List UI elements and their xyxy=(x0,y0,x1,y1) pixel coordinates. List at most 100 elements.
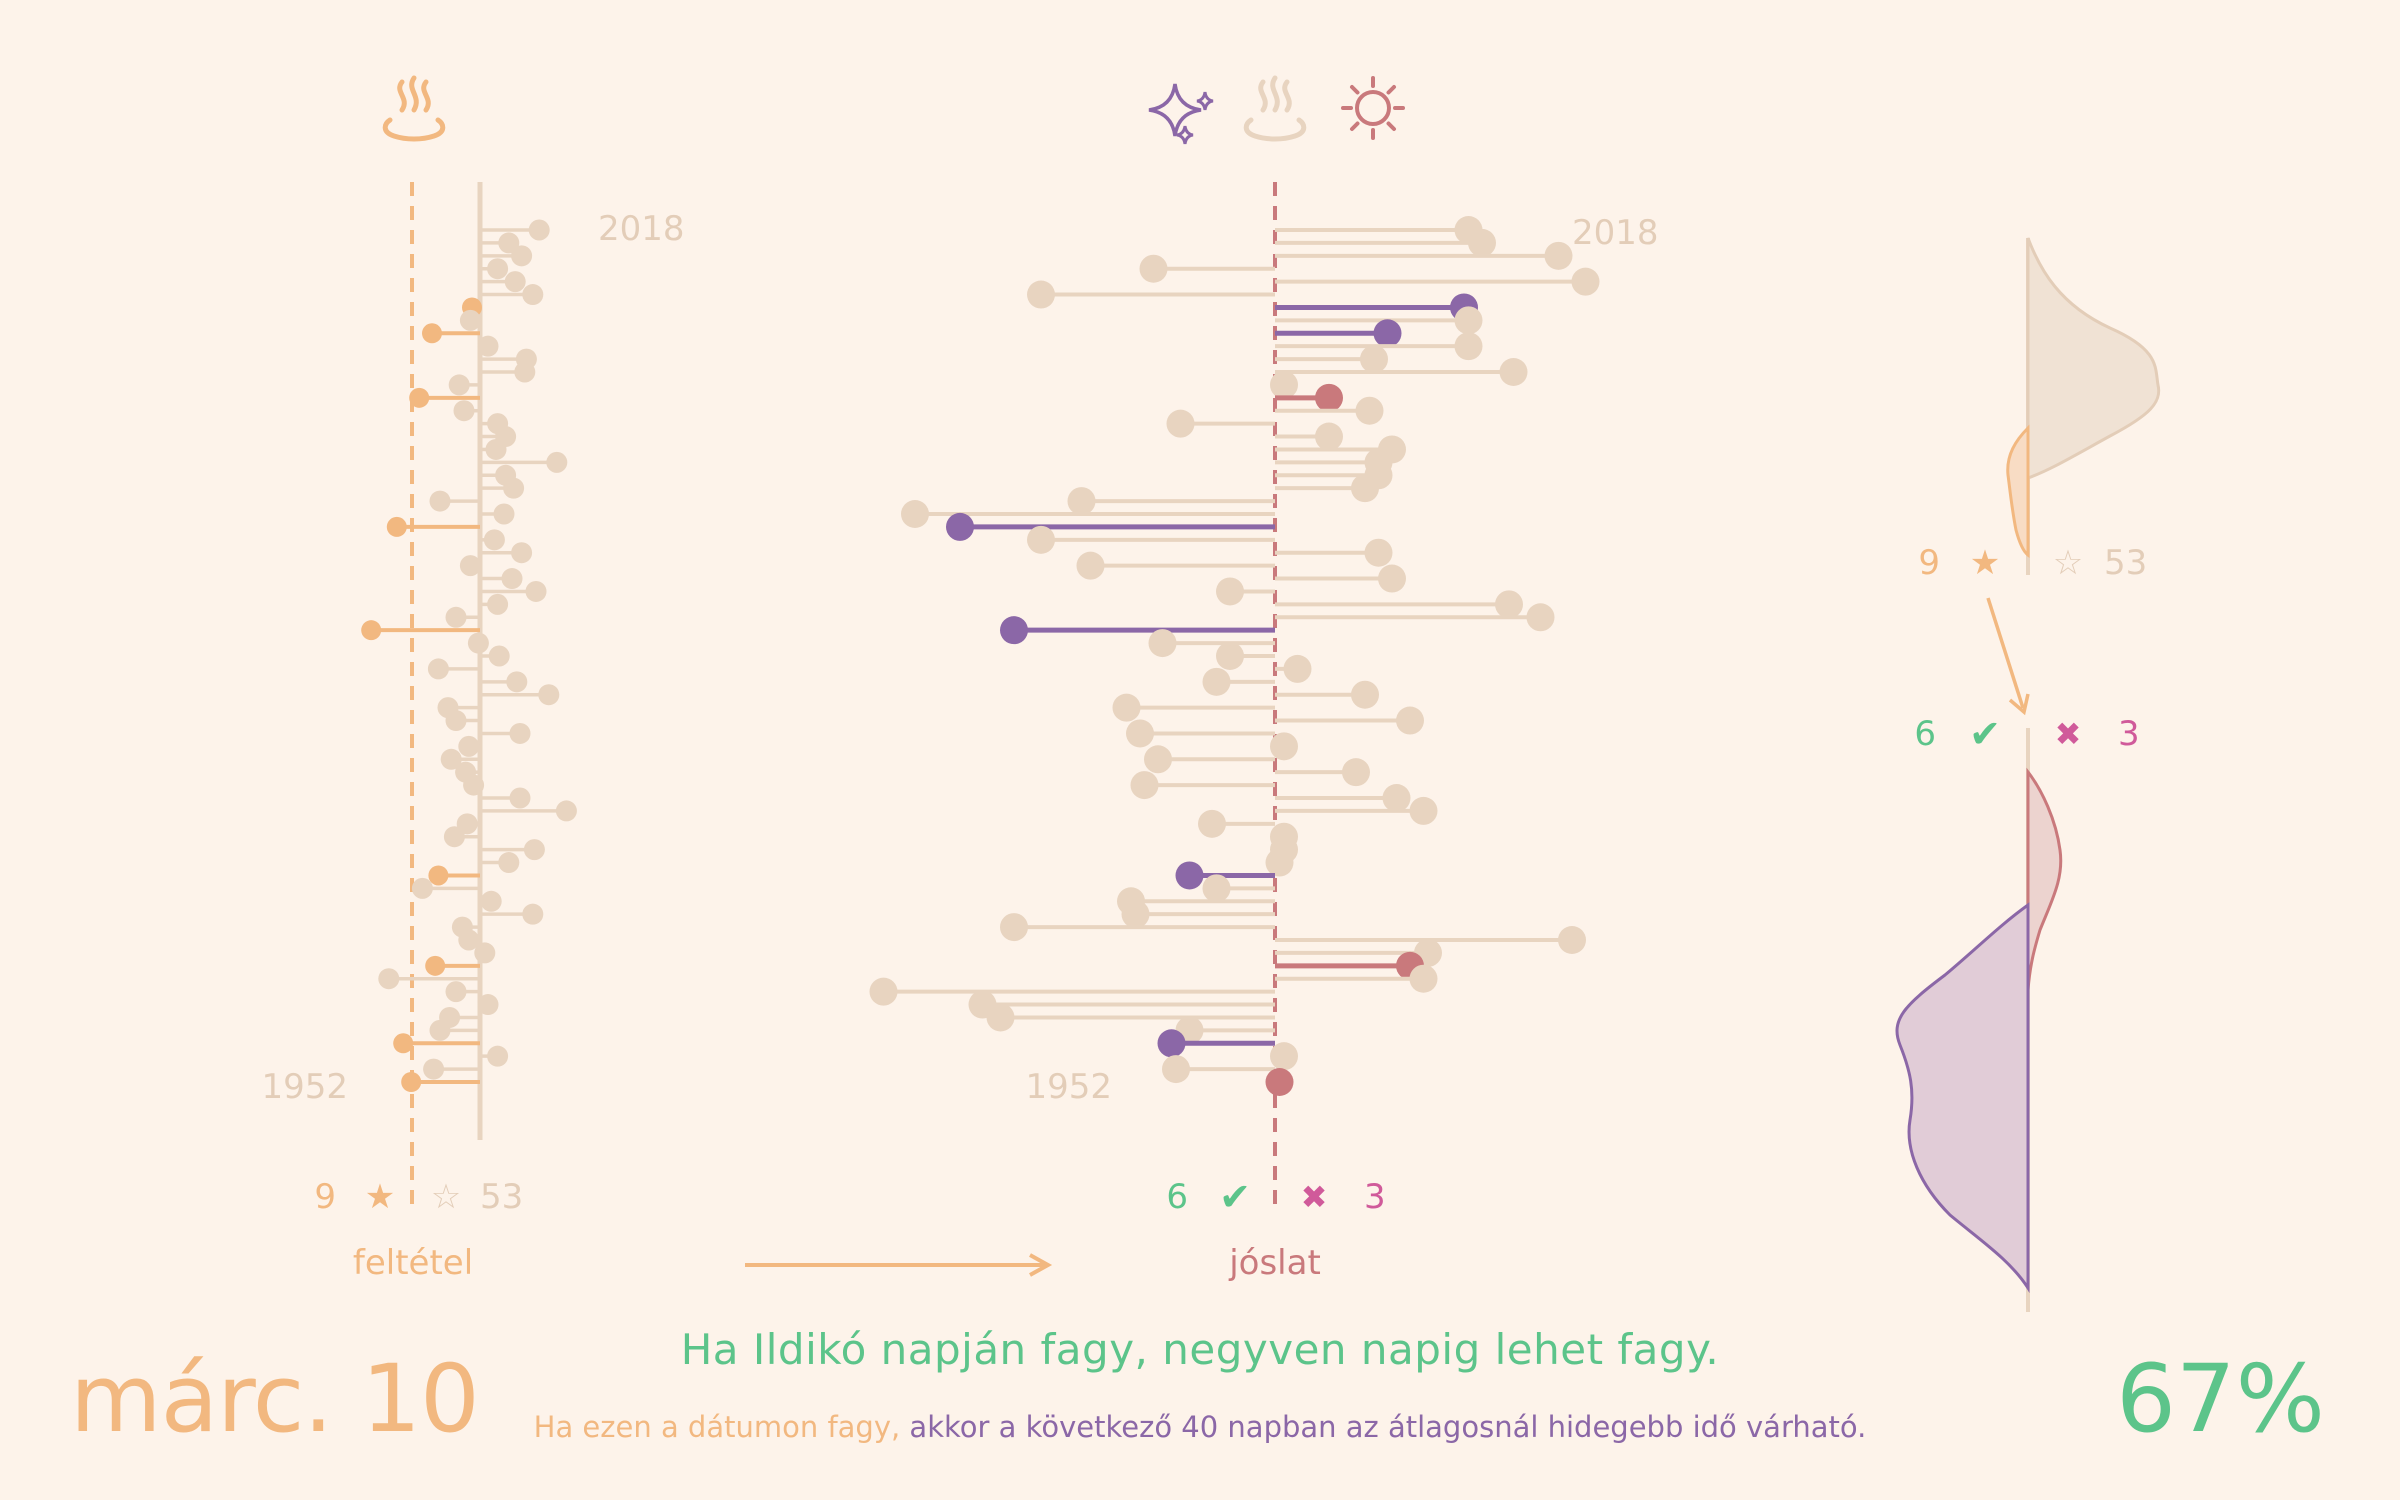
condition-point xyxy=(498,852,520,874)
forecast-point xyxy=(1360,345,1388,374)
forecast-point xyxy=(1162,1055,1190,1084)
condition-point xyxy=(509,722,531,744)
sparkles-icon xyxy=(1148,83,1214,145)
forecast-point xyxy=(1265,1068,1294,1096)
condition-met-count: 9 xyxy=(314,1177,336,1217)
dist-flow-arrow xyxy=(1986,597,2030,716)
condition-point xyxy=(429,1019,451,1041)
condition-point xyxy=(485,438,507,460)
forecast-point xyxy=(1000,616,1028,645)
condition-point xyxy=(428,865,449,886)
forecast-point xyxy=(1364,538,1393,567)
dist-star-empty-icon: ☆ xyxy=(2053,543,2083,583)
forecast-point xyxy=(1000,913,1028,942)
condition-year-bottom: 1952 xyxy=(261,1067,348,1107)
condition-point xyxy=(488,645,510,667)
sun-icon xyxy=(1341,76,1405,140)
dist-top-condition xyxy=(2006,424,2030,559)
forecast-point xyxy=(1571,267,1600,296)
star-full-icon: ★ xyxy=(365,1177,395,1217)
condition-point xyxy=(401,1072,422,1092)
forecast-point xyxy=(1027,280,1055,309)
condition-point xyxy=(501,568,523,590)
forecast-point xyxy=(1144,745,1172,774)
condition-point xyxy=(445,981,467,1003)
forecast-point xyxy=(1283,654,1312,683)
forecast-point xyxy=(1216,577,1244,606)
condition-point xyxy=(386,516,407,537)
forecast-point xyxy=(1270,1042,1298,1071)
forecast-point xyxy=(1112,693,1141,722)
distribution-plots xyxy=(1895,237,2161,1312)
condition-point xyxy=(458,929,480,951)
forecast-point xyxy=(1355,396,1384,425)
explanation-forecast: akkor a következő 40 napban az átlagosná… xyxy=(900,1410,1867,1444)
forecast-point xyxy=(1396,706,1424,735)
forecast-point xyxy=(1382,784,1411,812)
condition-point xyxy=(422,323,442,344)
hot-spring-icon xyxy=(382,75,446,142)
forecast-point xyxy=(1270,732,1298,761)
condition-year-top: 2018 xyxy=(598,209,685,249)
condition-point xyxy=(474,942,496,964)
forecast-point xyxy=(1166,409,1195,438)
forecast-point xyxy=(1139,254,1168,283)
dist-check-icon: ✔ xyxy=(1969,712,2001,756)
condition-point xyxy=(448,374,470,396)
dist-star-full-icon: ★ xyxy=(1970,543,2000,583)
condition-point xyxy=(480,890,502,912)
forecast-point xyxy=(1544,241,1573,270)
condition-point xyxy=(522,284,544,306)
forecast-lollipops xyxy=(869,216,1600,1096)
condition-axis-label: feltétel xyxy=(353,1243,473,1283)
dist-cross-icon: ✖ xyxy=(2055,715,2082,753)
condition-point xyxy=(525,580,547,602)
forecast-point xyxy=(1126,719,1154,748)
flow-arrow xyxy=(745,1253,1053,1277)
explanation-condition: Ha ezen a dátumon fagy, xyxy=(533,1410,901,1444)
condition-point xyxy=(393,1033,414,1054)
condition-point xyxy=(528,219,550,241)
condition-point xyxy=(538,684,560,706)
condition-point xyxy=(409,387,430,408)
condition-point xyxy=(506,671,528,693)
hot-spring-icon xyxy=(1243,75,1307,142)
condition-point xyxy=(459,555,481,577)
condition-point xyxy=(504,271,526,293)
condition-point xyxy=(514,361,536,383)
condition-point xyxy=(427,658,449,680)
condition-lollipops xyxy=(361,219,577,1092)
condition-point xyxy=(425,955,446,976)
forecast-year-bottom: 1952 xyxy=(1025,1067,1112,1107)
dist-correct-count: 6 xyxy=(1914,714,1936,754)
forecast-point xyxy=(1265,848,1294,877)
forecast-point xyxy=(1027,525,1055,554)
forecast-point xyxy=(1130,771,1159,800)
condition-point xyxy=(523,839,545,861)
forecast-point xyxy=(1378,564,1406,593)
cross-icon: ✖ xyxy=(1301,1178,1328,1216)
forecast-point xyxy=(1558,926,1586,954)
forecast-point xyxy=(1373,319,1402,348)
forecast-point xyxy=(1342,758,1370,787)
forecast-point xyxy=(1175,861,1204,890)
condition-point xyxy=(445,606,467,628)
condition-point xyxy=(477,994,499,1016)
forecast-point xyxy=(1409,964,1438,993)
forecast-point xyxy=(1454,306,1483,335)
dist-condition-not-met-count: 53 xyxy=(2104,543,2147,583)
condition-point xyxy=(487,258,509,280)
dist-wrong-count: 3 xyxy=(2118,714,2140,754)
forecast-point xyxy=(1499,358,1528,386)
forecast-point xyxy=(1270,370,1298,399)
condition-point xyxy=(445,710,467,732)
dist-bottom-correct xyxy=(1895,902,2030,1294)
dist-bottom-wrong xyxy=(2026,767,2063,991)
condition-point xyxy=(463,774,485,796)
forecast-point xyxy=(986,1003,1015,1032)
condition-point xyxy=(440,748,462,770)
condition-point xyxy=(487,1045,509,1067)
forecast-point xyxy=(1526,603,1555,632)
date-label: márc. 10 xyxy=(70,1345,480,1454)
